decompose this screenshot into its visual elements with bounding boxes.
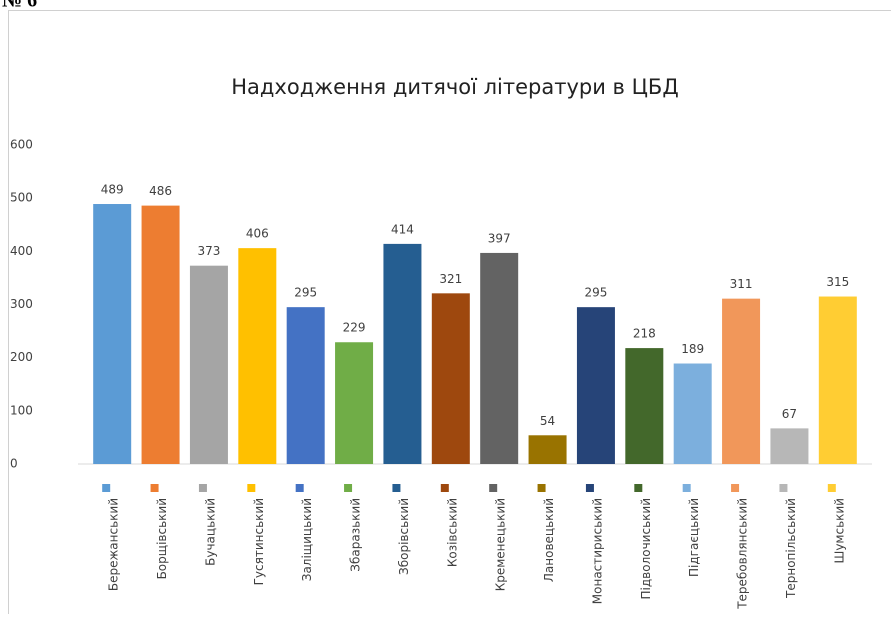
bar — [529, 435, 567, 464]
data-label: 311 — [730, 277, 753, 291]
x-tick-label: Бучацький — [203, 498, 217, 566]
x-tick-label: Тернопільський — [784, 498, 798, 599]
bar — [93, 204, 131, 464]
legend-swatch — [634, 484, 642, 492]
x-tick-label: Бережанський — [107, 498, 121, 591]
data-label: 486 — [149, 184, 172, 198]
data-label: 295 — [294, 286, 317, 300]
bar — [722, 299, 760, 464]
x-tick-label: Кременецький — [494, 498, 508, 591]
data-label: 295 — [584, 286, 607, 300]
bar — [142, 206, 180, 464]
bar — [577, 307, 615, 464]
legend-swatch — [586, 484, 594, 492]
bar — [674, 364, 712, 464]
x-tick-label: Зборівський — [397, 498, 411, 575]
y-tick-label: 100 — [10, 403, 33, 417]
legend-swatch — [779, 484, 787, 492]
bar — [819, 297, 857, 464]
data-label: 54 — [540, 414, 555, 428]
x-tick-label: Козівський — [445, 498, 459, 567]
legend-swatch — [538, 484, 546, 492]
x-tick-label: Теребовлянський — [736, 498, 750, 610]
y-tick-label: 300 — [10, 297, 33, 311]
data-label: 489 — [101, 183, 124, 197]
y-tick-label: 0 — [10, 457, 18, 471]
data-label: 414 — [391, 222, 414, 236]
legend-swatch — [151, 484, 159, 492]
data-label: 315 — [826, 275, 849, 289]
data-label: 373 — [197, 244, 220, 258]
data-label: 67 — [782, 407, 797, 421]
x-tick-label: Заліщицький — [300, 498, 314, 581]
legend-swatch — [344, 484, 352, 492]
data-label: 218 — [633, 327, 656, 341]
bar — [770, 428, 808, 464]
legend-swatch — [828, 484, 836, 492]
bar — [190, 266, 228, 464]
x-tick-label: Лановецький — [542, 498, 556, 582]
x-tick-label: Шумський — [832, 498, 846, 564]
y-tick-label: 600 — [10, 138, 33, 152]
bar — [625, 348, 663, 464]
bar — [432, 293, 470, 464]
legend-swatch — [199, 484, 207, 492]
bar — [480, 253, 518, 464]
legend-swatch — [247, 484, 255, 492]
data-label: 321 — [439, 272, 462, 286]
bar — [383, 244, 421, 464]
x-tick-label: Підволочиський — [639, 498, 653, 599]
x-tick-label: Збаразький — [349, 498, 363, 572]
bar — [238, 248, 276, 464]
legend-swatch — [296, 484, 304, 492]
chart-title: Надходження дитячої літератури в ЦБД — [231, 75, 678, 99]
data-label: 189 — [681, 342, 704, 356]
y-tick-label: 500 — [10, 191, 33, 205]
legend-swatch — [102, 484, 110, 492]
x-tick-label: Борщівський — [155, 498, 169, 579]
bar — [287, 307, 325, 464]
x-tick-label: Гусятинський — [252, 498, 266, 585]
legend-swatch — [731, 484, 739, 492]
legend-swatch — [489, 484, 497, 492]
data-label: 406 — [246, 227, 269, 241]
data-label: 397 — [488, 231, 511, 245]
x-tick-label: Підгаєцький — [687, 498, 701, 577]
data-label: 229 — [343, 321, 366, 335]
x-tick-label: Монастириський — [590, 498, 604, 604]
page-label: № 6 — [2, 0, 37, 12]
bar — [335, 342, 373, 464]
legend-swatch — [392, 484, 400, 492]
y-tick-label: 200 — [10, 350, 33, 364]
legend-swatch — [441, 484, 449, 492]
y-tick-label: 400 — [10, 244, 33, 258]
legend-swatch — [683, 484, 691, 492]
